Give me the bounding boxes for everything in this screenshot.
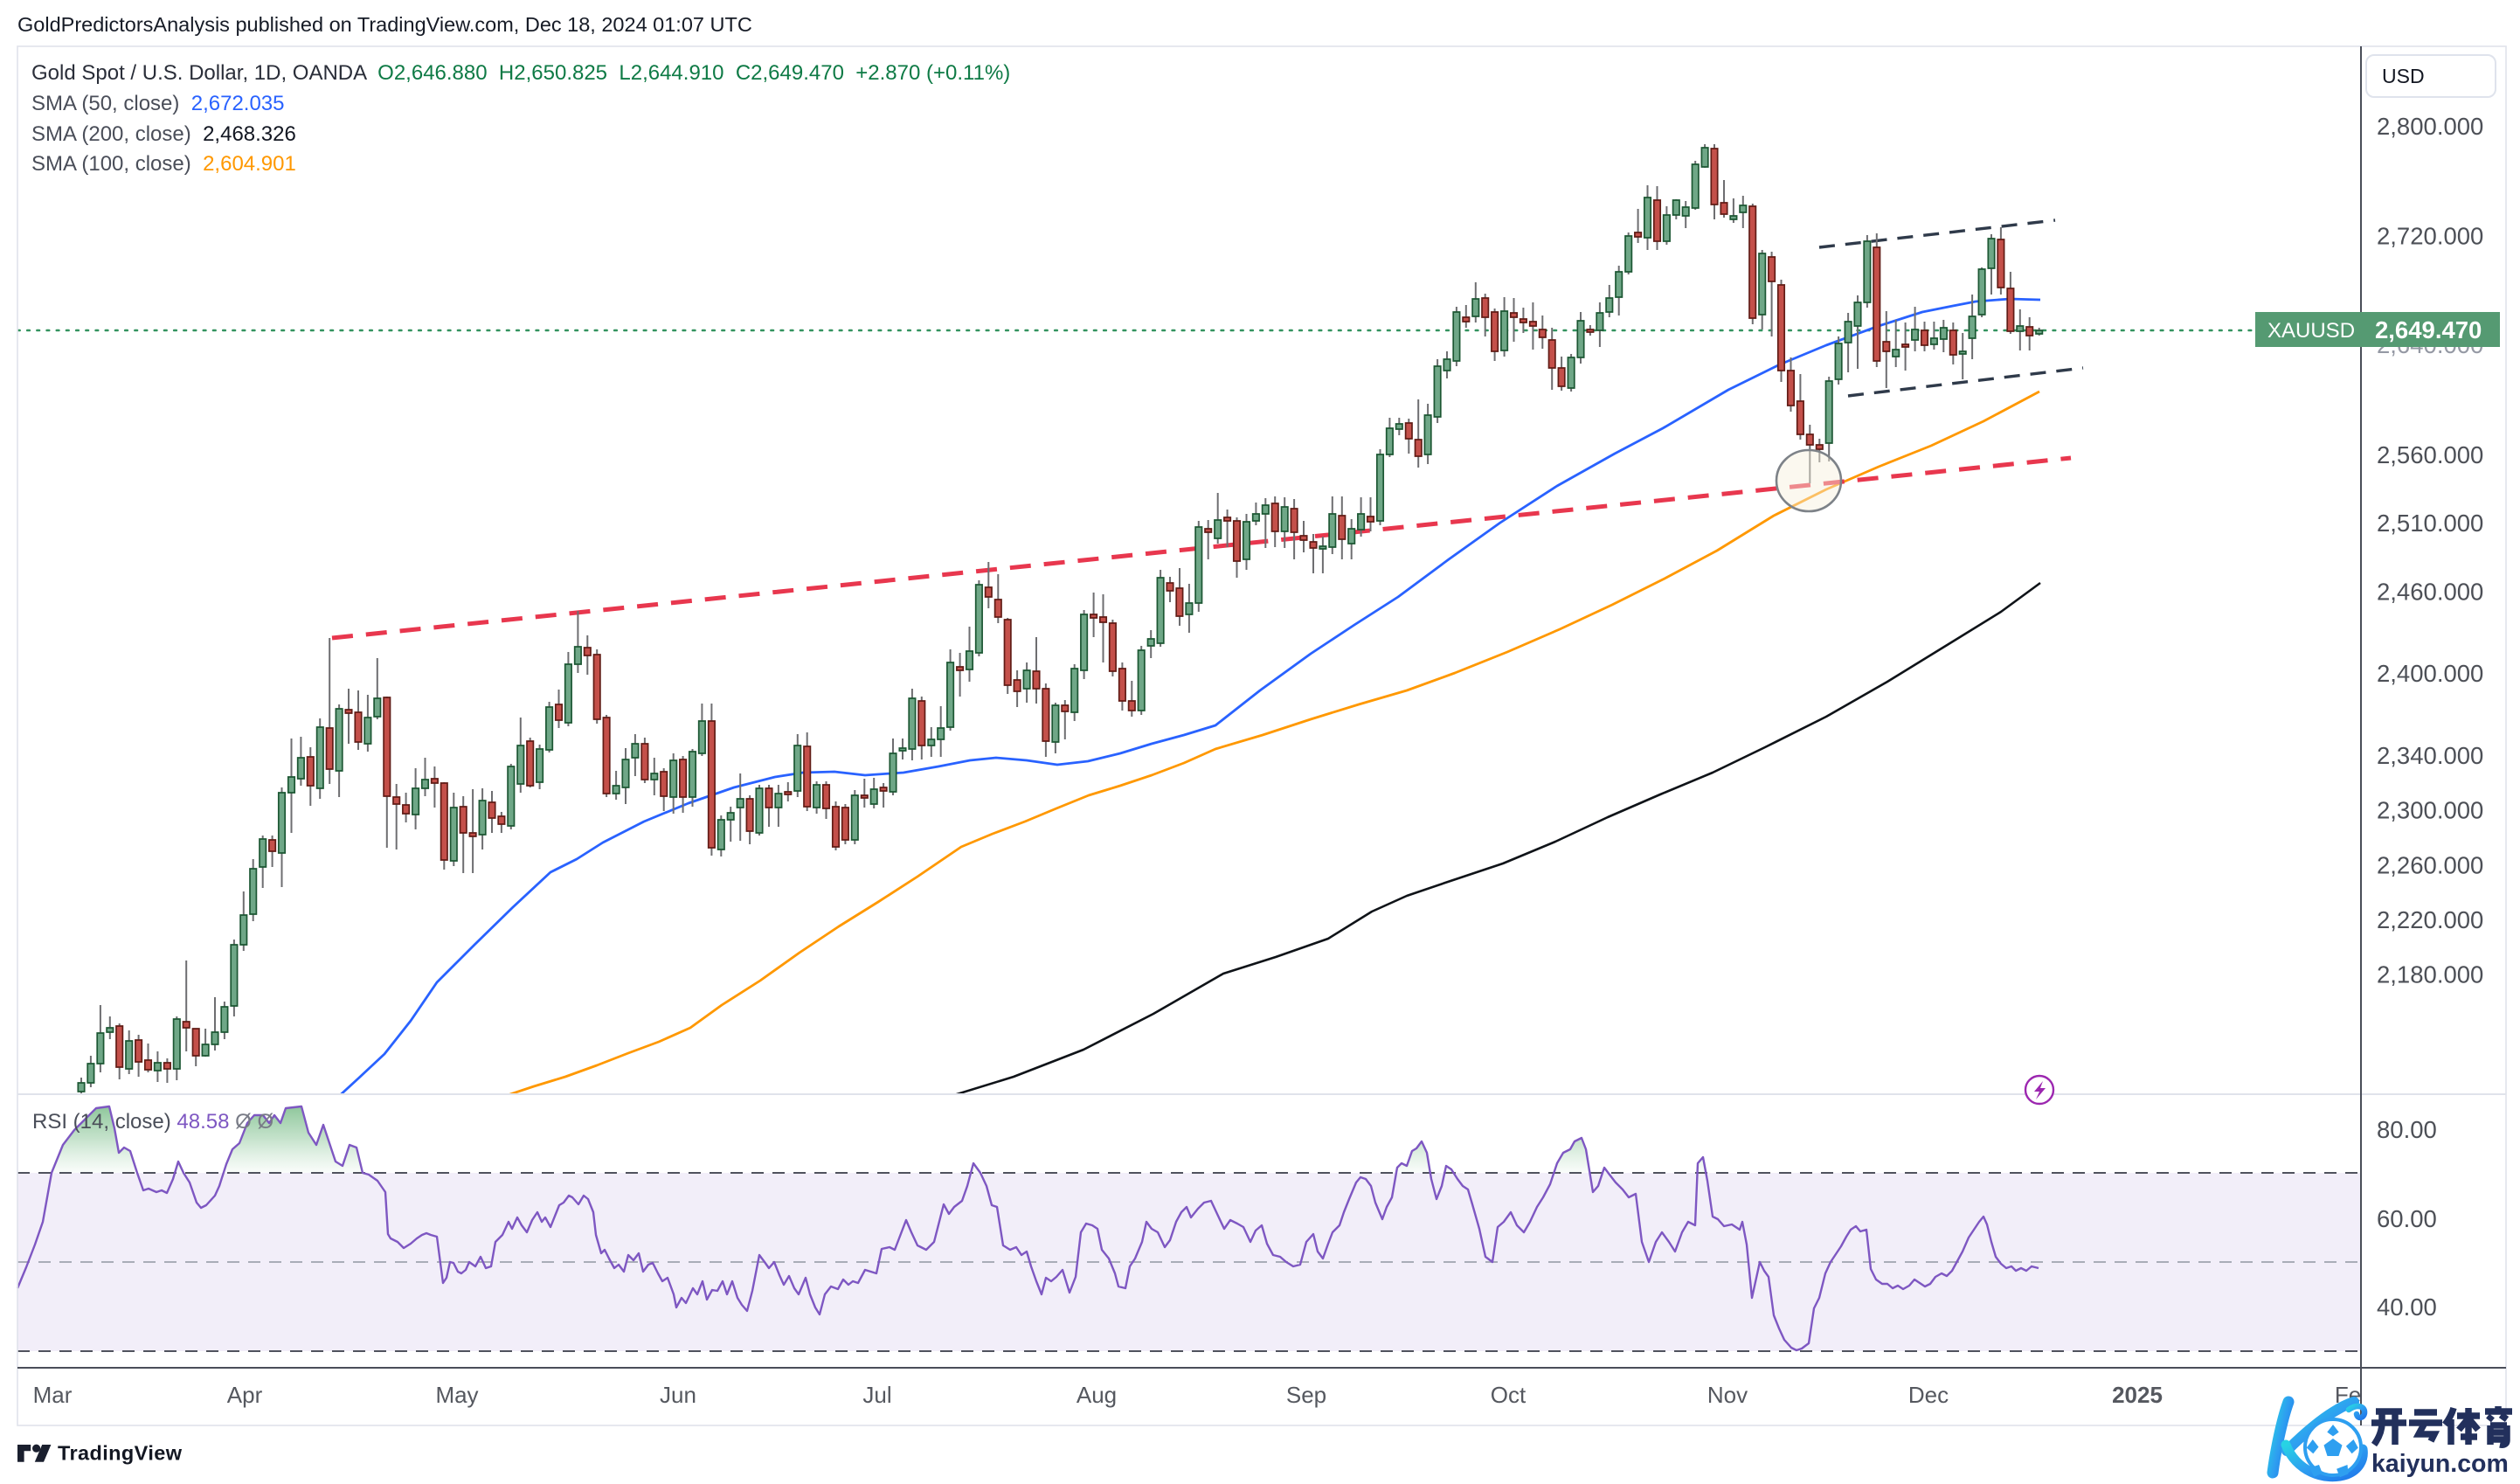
- svg-text:USD: USD: [2382, 65, 2425, 87]
- svg-text:SMA (200, close) 2,468.326: SMA (200, close) 2,468.326: [31, 122, 296, 146]
- svg-text:2,560.000: 2,560.000: [2377, 441, 2483, 468]
- svg-text:kaiyun.com: kaiyun.com: [2371, 1450, 2509, 1478]
- svg-text:SMA (100, close) 2,604.901: SMA (100, close) 2,604.901: [31, 152, 296, 176]
- svg-text:40.00: 40.00: [2377, 1293, 2437, 1321]
- svg-text:Gold Spot / U.S. Dollar, 1D, O: Gold Spot / U.S. Dollar, 1D, OANDA O2,64…: [31, 61, 1010, 85]
- svg-text:Aug: Aug: [1077, 1382, 1117, 1408]
- svg-text:2,300.000: 2,300.000: [2377, 797, 2483, 824]
- svg-text:Jul: Jul: [862, 1382, 891, 1408]
- svg-text:Sep: Sep: [1286, 1382, 1326, 1408]
- svg-text:TradingView: TradingView: [58, 1442, 183, 1465]
- svg-text:2,340.000: 2,340.000: [2377, 742, 2483, 769]
- svg-text:2,180.000: 2,180.000: [2377, 961, 2483, 988]
- svg-text:Dec: Dec: [1908, 1382, 1949, 1408]
- svg-text:GoldPredictorsAnalysis publish: GoldPredictorsAnalysis published on Trad…: [17, 13, 752, 36]
- svg-text:Mar: Mar: [33, 1382, 73, 1408]
- svg-text:XAUUSD: XAUUSD: [2267, 319, 2355, 343]
- svg-text:80.00: 80.00: [2377, 1116, 2437, 1143]
- svg-text:60.00: 60.00: [2377, 1205, 2437, 1232]
- svg-text:2,260.000: 2,260.000: [2377, 851, 2483, 878]
- svg-text:2,800.000: 2,800.000: [2377, 113, 2483, 140]
- svg-text:2,220.000: 2,220.000: [2377, 906, 2483, 933]
- svg-text:2,460.000: 2,460.000: [2377, 578, 2483, 605]
- svg-text:2,720.000: 2,720.000: [2377, 222, 2483, 249]
- svg-text:Nov: Nov: [1707, 1382, 1748, 1408]
- svg-text:May: May: [435, 1382, 478, 1408]
- svg-text:Apr: Apr: [227, 1382, 263, 1408]
- svg-text:SMA (50, close) 2,672.035: SMA (50, close) 2,672.035: [31, 92, 285, 115]
- svg-text:Oct: Oct: [1491, 1382, 1527, 1408]
- svg-text:Jun: Jun: [660, 1382, 696, 1408]
- svg-text:2,649.470: 2,649.470: [2375, 316, 2482, 343]
- svg-text:2025: 2025: [2112, 1382, 2163, 1408]
- svg-text:RSI (14, close) 48.58 Ø Ø: RSI (14, close) 48.58 Ø Ø: [32, 1110, 273, 1134]
- svg-text:2,400.000: 2,400.000: [2377, 660, 2483, 687]
- svg-text:2,510.000: 2,510.000: [2377, 510, 2483, 537]
